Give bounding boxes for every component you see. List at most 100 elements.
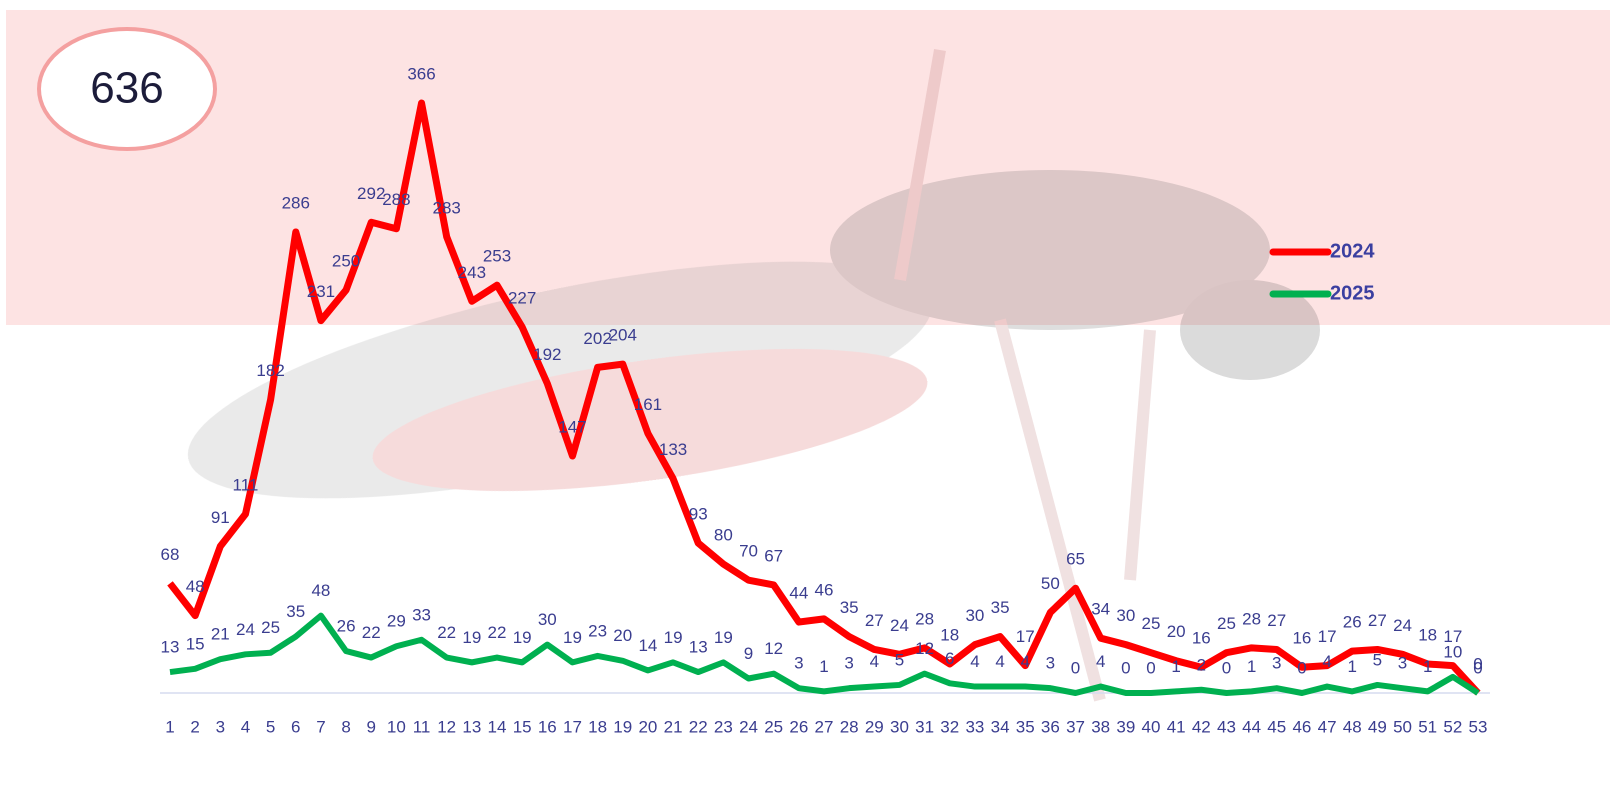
data-label: 283	[433, 198, 461, 217]
data-label: 65	[1066, 550, 1085, 569]
x-tick-label: 4	[241, 717, 250, 736]
data-label: 50	[1041, 574, 1060, 593]
x-tick-label: 50	[1393, 717, 1412, 736]
data-label: 30	[538, 610, 557, 629]
data-label: 243	[458, 263, 486, 282]
data-label: 366	[407, 64, 435, 83]
data-label: 48	[311, 581, 330, 600]
x-tick-label: 14	[488, 717, 507, 736]
badge-text: 636	[90, 64, 163, 113]
x-tick-label: 36	[1041, 717, 1060, 736]
data-label: 3	[1046, 654, 1055, 673]
data-label: 35	[286, 602, 305, 621]
data-label: 16	[1292, 629, 1311, 648]
x-tick-label: 13	[462, 717, 481, 736]
series-line	[167, 99, 1481, 696]
data-label: 28	[915, 609, 934, 628]
data-label: 70	[739, 542, 758, 561]
x-tick-label: 53	[1469, 717, 1488, 736]
data-label: 13	[689, 638, 708, 657]
data-label: 91	[211, 508, 230, 527]
data-label: 5	[895, 650, 904, 669]
badge	[37, 27, 217, 151]
data-label: 20	[613, 626, 632, 645]
data-label: 29	[387, 612, 406, 631]
data-label: 17	[1443, 627, 1462, 646]
x-tick-label: 40	[1142, 717, 1161, 736]
data-label: 9	[744, 644, 753, 663]
x-tick-label: 33	[965, 717, 984, 736]
data-label: 202	[583, 329, 611, 348]
data-label: 1	[1171, 657, 1180, 676]
data-label: 4	[1322, 652, 1331, 671]
data-label: 68	[161, 545, 180, 564]
data-label: 21	[211, 625, 230, 644]
data-label: 227	[508, 289, 536, 308]
data-label: 192	[533, 345, 561, 364]
data-label: 111	[233, 476, 259, 495]
data-label: 17	[1318, 627, 1337, 646]
data-label: 288	[382, 190, 410, 209]
data-label: 4	[870, 652, 879, 671]
x-tick-label: 26	[789, 717, 808, 736]
data-label: 1	[819, 657, 828, 676]
data-label: 33	[412, 605, 431, 624]
x-tick-label: 48	[1343, 717, 1362, 736]
data-label: 286	[282, 193, 310, 212]
data-label: 0	[1146, 658, 1155, 677]
data-label: 4	[970, 652, 979, 671]
x-tick-label: 35	[1016, 717, 1035, 736]
data-label: 5	[1373, 650, 1382, 669]
mosquito-illustration	[187, 48, 1320, 702]
x-tick-label: 24	[739, 717, 758, 736]
data-label: 93	[689, 505, 708, 524]
data-label: 80	[714, 526, 733, 545]
data-label: 4	[995, 652, 1004, 671]
x-tick-label: 43	[1217, 717, 1236, 736]
data-label: 1	[1347, 657, 1356, 676]
data-label: 10	[1443, 642, 1462, 661]
data-label: 3	[1272, 654, 1281, 673]
data-label: 18	[940, 625, 959, 644]
data-label: 23	[588, 621, 607, 640]
x-tick-label: 44	[1242, 717, 1261, 736]
data-label: 48	[186, 577, 205, 596]
data-label: 26	[1343, 613, 1362, 632]
x-tick-label: 10	[387, 717, 406, 736]
data-label: 17	[1016, 627, 1035, 646]
x-tick-label: 32	[940, 717, 959, 736]
data-label: 231	[307, 282, 335, 301]
x-tick-label: 6	[291, 717, 300, 736]
x-tick-label: 51	[1418, 717, 1437, 736]
x-tick-label: 17	[563, 717, 582, 736]
x-tick-label: 39	[1116, 717, 1135, 736]
data-label: 24	[236, 620, 255, 639]
x-tick-label: 12	[437, 717, 456, 736]
x-tick-label: 1	[165, 717, 174, 736]
data-label: 2	[1197, 655, 1206, 674]
data-label: 34	[1091, 600, 1110, 619]
data-label: 250	[332, 251, 360, 270]
data-label: 44	[789, 584, 808, 603]
x-tick-label: 8	[341, 717, 350, 736]
data-label: 24	[890, 616, 909, 635]
data-label: 18	[1418, 625, 1437, 644]
data-label: 30	[1116, 606, 1135, 625]
x-tick-label: 16	[538, 717, 557, 736]
x-tick-label: 22	[689, 717, 708, 736]
x-tick-label: 30	[890, 717, 909, 736]
x-tick-label: 9	[366, 717, 375, 736]
legend-label: 2024	[1330, 240, 1375, 262]
x-tick-label: 15	[513, 717, 532, 736]
x-tick-label: 31	[915, 717, 934, 736]
legend-label: 2025	[1330, 282, 1375, 304]
x-tick-label: 25	[764, 717, 783, 736]
data-label: 26	[337, 617, 356, 636]
data-label: 133	[659, 440, 687, 459]
data-label: 24	[1393, 616, 1412, 635]
x-tick-label: 20	[638, 717, 657, 736]
data-label: 12	[915, 639, 934, 658]
data-label: 0	[1297, 658, 1306, 677]
data-label: 253	[483, 247, 511, 266]
data-label: 22	[488, 623, 507, 642]
